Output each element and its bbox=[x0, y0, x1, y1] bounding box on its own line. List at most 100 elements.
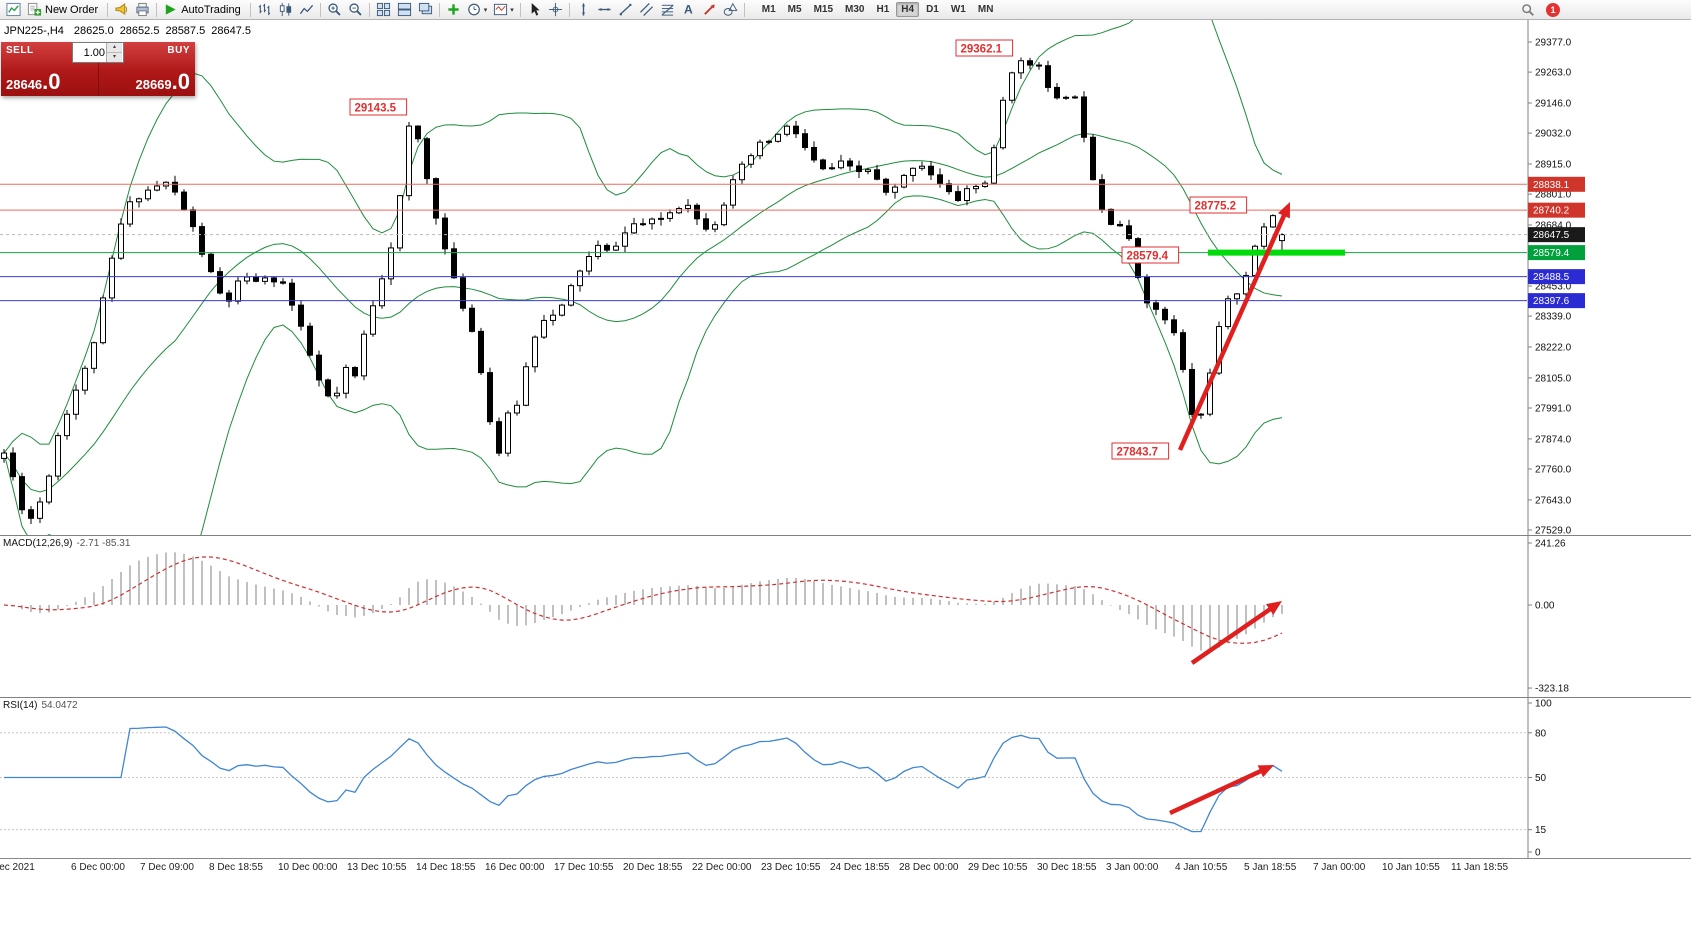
volume-input[interactable] bbox=[73, 43, 106, 62]
add-indicator-icon bbox=[448, 4, 459, 15]
zoom-out-button[interactable] bbox=[346, 1, 365, 19]
rsi-line bbox=[4, 726, 1283, 833]
rsi-axis[interactable]: 100 80 50 15 0 bbox=[1528, 699, 1552, 859]
arrow-label-icon bbox=[703, 4, 715, 15]
print-button[interactable] bbox=[133, 1, 152, 19]
autotrading-button[interactable]: AutoTrading bbox=[161, 1, 246, 19]
svg-text:28775.2: 28775.2 bbox=[1195, 201, 1237, 213]
main-chart[interactable]: 29362.1 29143.5 28775.2 28579.4 27843.7 29377… bbox=[0, 20, 1691, 535]
symbol-info: JPN225-,H4 28625.0 28652.5 28587.5 28647.5 bbox=[4, 25, 257, 37]
trend-arrow[interactable] bbox=[1190, 601, 1282, 665]
svg-text:28838.1: 28838.1 bbox=[1533, 180, 1570, 191]
volume-increase-button[interactable]: ▴ bbox=[107, 43, 122, 53]
time-label: 24 Dec 18:55 bbox=[830, 862, 890, 873]
new-order-icon bbox=[27, 2, 42, 16]
toolbar-separator bbox=[368, 2, 370, 17]
window-menu-button[interactable] bbox=[4, 1, 23, 19]
vertical-line-tool-button[interactable] bbox=[574, 1, 593, 19]
timeframe-w1-button[interactable]: W1 bbox=[950, 4, 966, 15]
trendline-tool-button[interactable] bbox=[616, 1, 635, 19]
svg-text:27760.0: 27760.0 bbox=[1535, 465, 1572, 476]
tile-windows-button[interactable] bbox=[374, 1, 393, 19]
zoom-in-icon bbox=[328, 3, 341, 16]
search-button[interactable] bbox=[1519, 1, 1537, 19]
time-axis[interactable]: Dec 2021 6 Dec 00:00 7 Dec 09:00 8 Dec 18:5… bbox=[0, 858, 1691, 876]
channel-tool-button[interactable] bbox=[637, 1, 656, 19]
svg-text:28915.0: 28915.0 bbox=[1535, 160, 1572, 171]
svg-text:28453.0: 28453.0 bbox=[1535, 282, 1572, 293]
clock-icon bbox=[467, 3, 480, 16]
autotrading-label: AutoTrading bbox=[181, 3, 241, 16]
macd-signal-line bbox=[3, 556, 1283, 644]
cursor-icon bbox=[531, 2, 540, 16]
shapes-tool-button[interactable] bbox=[721, 1, 740, 19]
price-axis[interactable]: 29377.0 29263.0 29146.0 29032.0 28915.0 28801… bbox=[1528, 38, 1585, 536]
chart-mini-icon bbox=[6, 2, 21, 17]
svg-text:27874.0: 27874.0 bbox=[1535, 434, 1572, 445]
one-click-trading-panel: SELL 28646.0 ▴ ▾ BUY 28669.0 bbox=[1, 42, 195, 96]
crosshair-tool-button[interactable] bbox=[546, 1, 565, 19]
horizontal-line-tool-button[interactable] bbox=[595, 1, 614, 19]
caret-down-icon: ▾ bbox=[483, 6, 488, 14]
volume-decrease-button[interactable]: ▾ bbox=[107, 53, 122, 62]
auto-arrange-button[interactable] bbox=[395, 1, 414, 19]
arrow-tool-button[interactable] bbox=[700, 1, 719, 19]
svg-text:29263.0: 29263.0 bbox=[1535, 68, 1572, 79]
new-order-label: New Order bbox=[45, 3, 99, 16]
chart-window: 29362.1 29143.5 28775.2 28579.4 27843.7 29377… bbox=[0, 20, 1691, 940]
macd-axis[interactable]: 241.26 0.00 -323.18 bbox=[1528, 539, 1569, 695]
rsi-label: RSI(14) 54.0472 bbox=[3, 700, 78, 711]
new-order-button[interactable]: New Order bbox=[25, 1, 103, 19]
text-tool-button[interactable]: A bbox=[679, 1, 698, 19]
price-callouts[interactable]: 29362.1 29143.5 28775.2 28579.4 27843.7 bbox=[349, 39, 1248, 460]
svg-text:28740.2: 28740.2 bbox=[1533, 206, 1570, 217]
svg-text:0: 0 bbox=[1535, 848, 1541, 859]
cursor-tool-button[interactable] bbox=[525, 1, 544, 19]
svg-text:29143.5: 29143.5 bbox=[355, 103, 397, 115]
toolbar-separator bbox=[519, 2, 521, 17]
svg-text:28105.0: 28105.0 bbox=[1535, 373, 1572, 384]
periods-button[interactable]: ▾ bbox=[465, 1, 490, 19]
timeframe-m30-button[interactable]: M30 bbox=[845, 4, 865, 15]
time-label: 7 Jan 00:00 bbox=[1313, 862, 1366, 873]
bar-chart-mode-button[interactable] bbox=[255, 1, 274, 19]
time-label: 11 Jan 18:55 bbox=[1451, 862, 1509, 873]
timeframe-m5-button[interactable]: M5 bbox=[787, 4, 802, 15]
trend-arrow[interactable] bbox=[1169, 765, 1274, 816]
candle-chart-mode-button[interactable] bbox=[276, 1, 295, 19]
caret-down-icon: ▾ bbox=[510, 6, 514, 14]
timeframe-d1-button[interactable]: D1 bbox=[926, 4, 939, 15]
svg-text:29032.0: 29032.0 bbox=[1535, 129, 1572, 140]
timeframe-h1-button[interactable]: H1 bbox=[876, 4, 890, 15]
trend-arrow[interactable] bbox=[1177, 202, 1290, 451]
ohlc-open: 28625.0 bbox=[73, 25, 114, 37]
templates-button[interactable]: ▾ bbox=[491, 1, 516, 19]
add-indicator-button[interactable] bbox=[444, 1, 463, 19]
notification-badge[interactable]: 1 bbox=[1546, 2, 1560, 17]
macd-pane[interactable]: 241.26 0.00 -323.18 bbox=[0, 535, 1691, 697]
bollinger-bands bbox=[3, 20, 1283, 535]
trendline-icon bbox=[619, 3, 632, 16]
rsi-pane[interactable]: 100 80 50 15 0 bbox=[0, 697, 1691, 858]
toolbar-separator bbox=[743, 2, 745, 17]
svg-text:27643.0: 27643.0 bbox=[1535, 495, 1572, 506]
time-label: 14 Dec 18:55 bbox=[416, 862, 476, 873]
fibonacci-tool-button[interactable] bbox=[658, 1, 677, 19]
rsi-level-lines bbox=[0, 732, 1528, 831]
zoom-in-button[interactable] bbox=[325, 1, 344, 19]
shapes-icon bbox=[723, 2, 738, 16]
svg-text:28684.0: 28684.0 bbox=[1535, 221, 1572, 232]
zoom-out-icon bbox=[349, 3, 362, 16]
timeframe-m15-button[interactable]: M15 bbox=[813, 4, 834, 15]
horizontal-level-lines[interactable] bbox=[0, 183, 1528, 302]
cascade-windows-button[interactable] bbox=[416, 1, 435, 19]
svg-text:28647.5: 28647.5 bbox=[1533, 230, 1570, 241]
sell-label: SELL bbox=[6, 45, 34, 56]
alerts-button[interactable] bbox=[112, 1, 131, 19]
rsi-value: 54.0472 bbox=[41, 700, 78, 711]
timeframe-m1-button[interactable]: M1 bbox=[761, 4, 776, 15]
timeframe-h4-button[interactable]: H4 bbox=[896, 2, 920, 17]
line-chart-icon bbox=[299, 4, 313, 15]
timeframe-mn-button[interactable]: MN bbox=[977, 4, 994, 15]
line-chart-mode-button[interactable] bbox=[297, 1, 316, 19]
